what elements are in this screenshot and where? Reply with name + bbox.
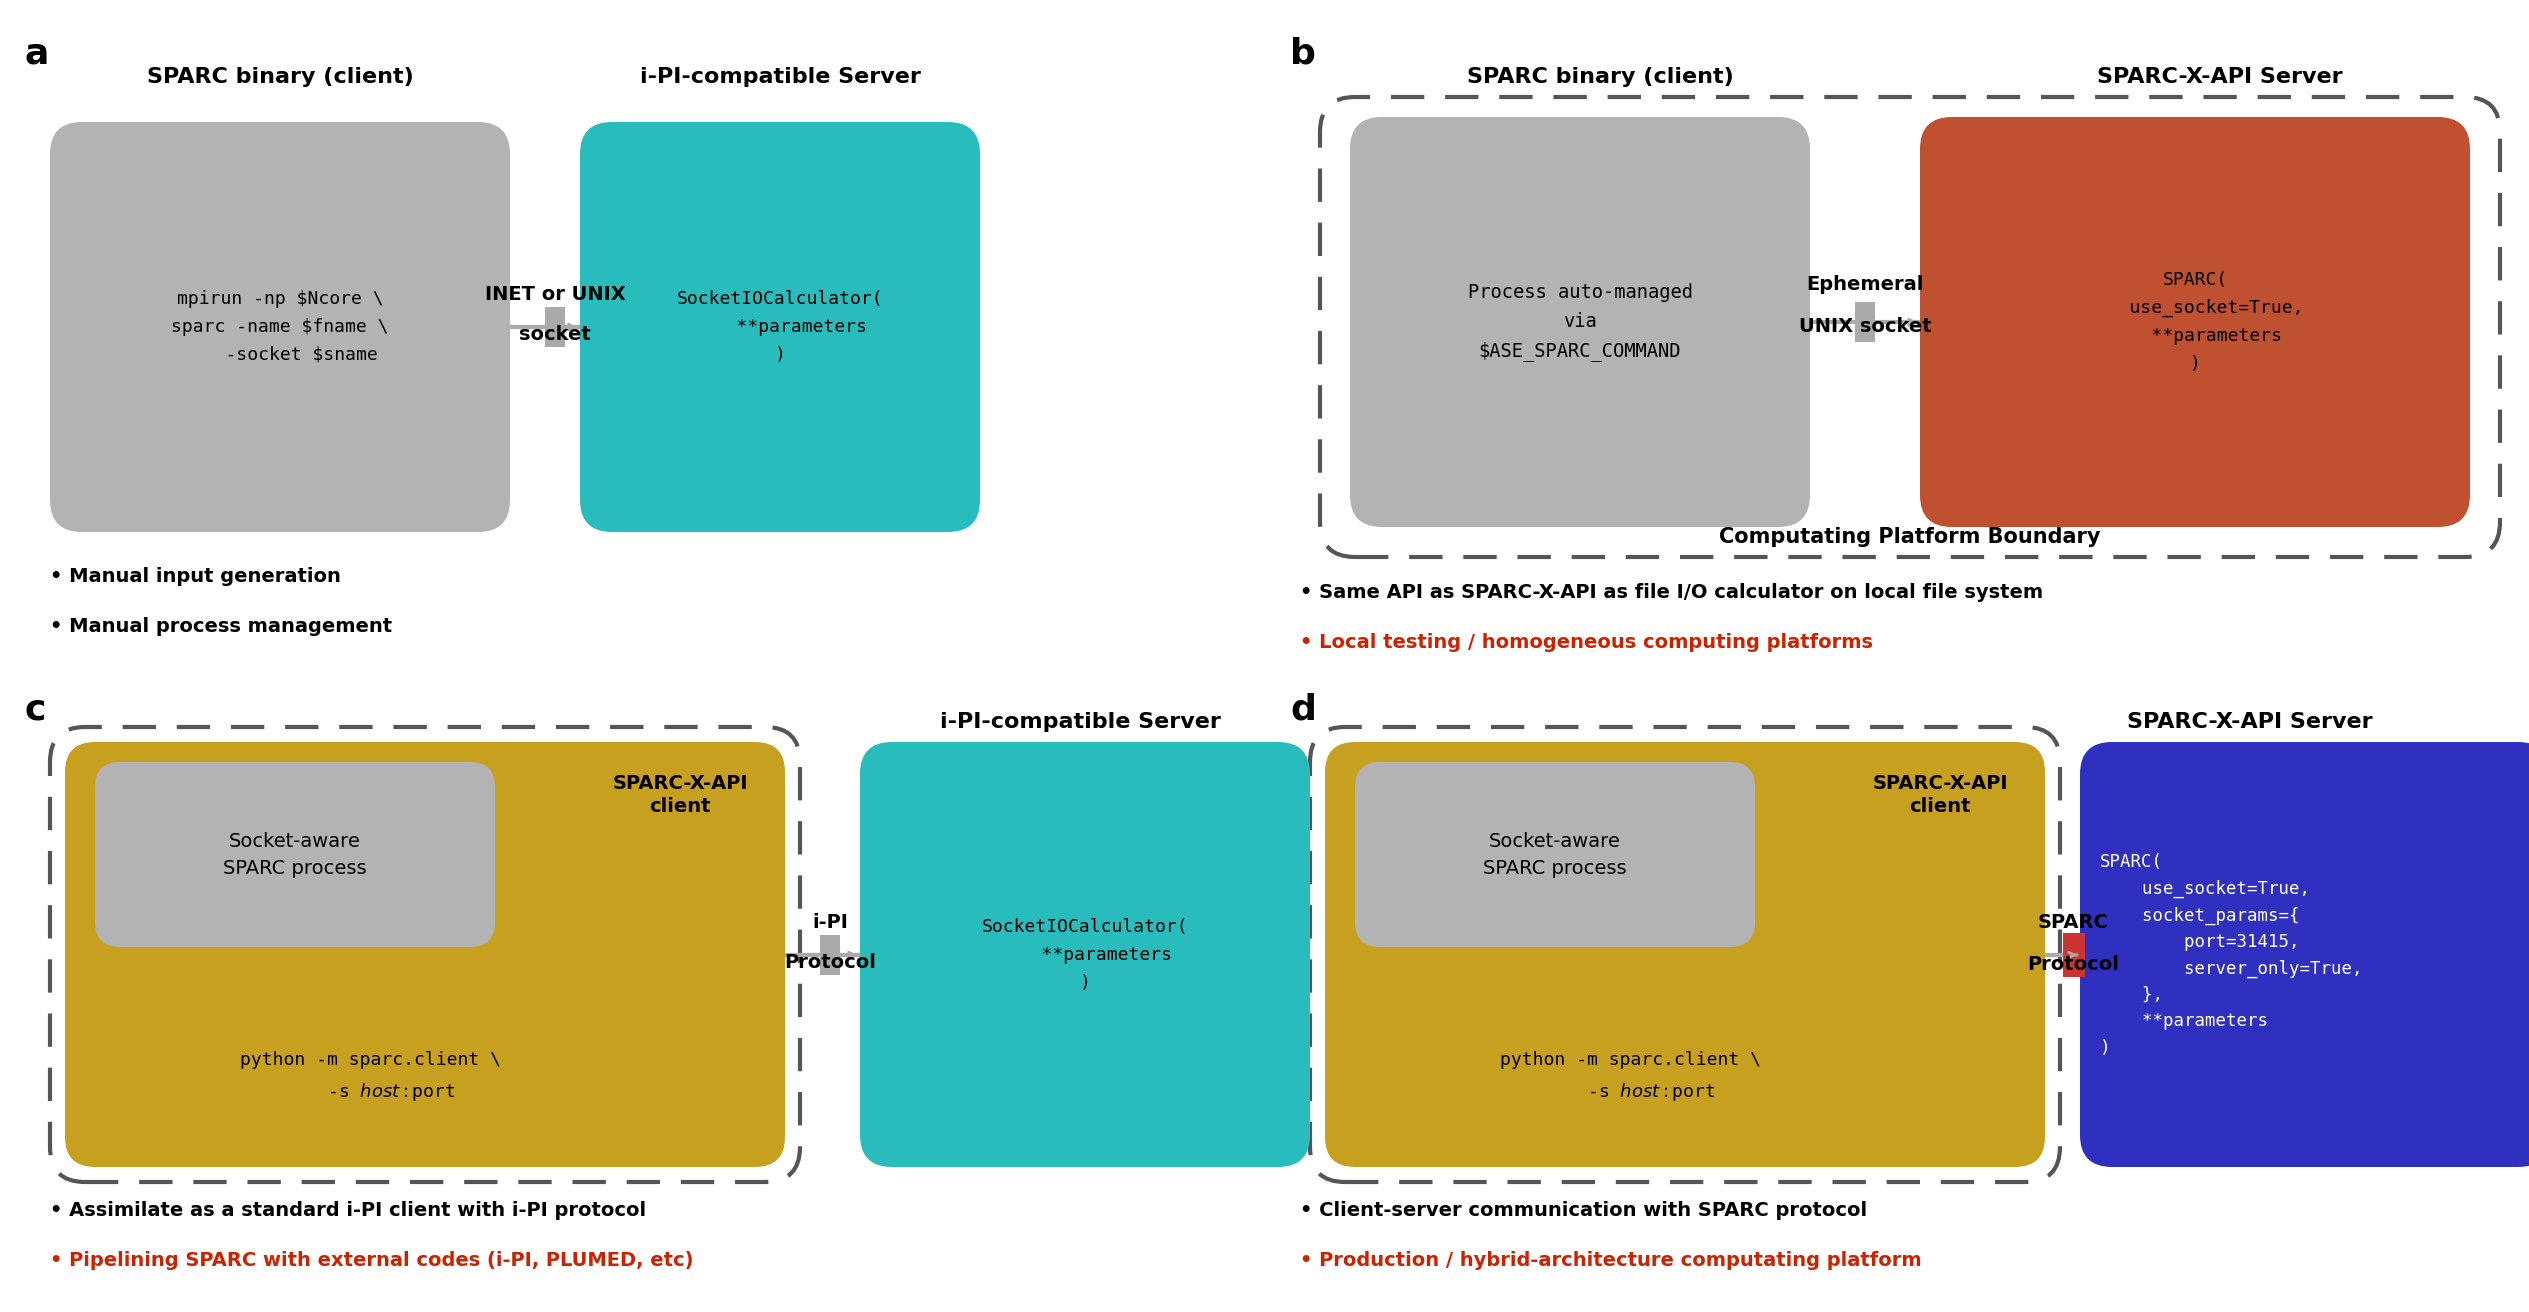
FancyBboxPatch shape xyxy=(1356,762,1755,947)
Text: • Client-server communication with SPARC protocol: • Client-server communication with SPARC… xyxy=(1300,1200,1866,1219)
FancyBboxPatch shape xyxy=(2079,743,2529,1166)
Text: INET or UNIX: INET or UNIX xyxy=(486,285,625,303)
Text: Protocol: Protocol xyxy=(2028,955,2119,975)
Text: Protocol: Protocol xyxy=(784,953,875,971)
Text: SPARC: SPARC xyxy=(2038,913,2109,932)
Bar xyxy=(819,935,840,975)
Text: d: d xyxy=(1290,691,1315,726)
Text: • Pipelining SPARC with external codes (i-PI, PLUMED, etc): • Pipelining SPARC with external codes (… xyxy=(51,1250,693,1270)
Text: SPARC-X-API Server: SPARC-X-API Server xyxy=(2097,67,2342,87)
Text: Ephemeral: Ephemeral xyxy=(1806,274,1925,294)
Text: Socket-aware
SPARC process: Socket-aware SPARC process xyxy=(1482,832,1626,878)
FancyBboxPatch shape xyxy=(96,762,496,947)
Text: • Assimilate as a standard i-PI client with i-PI protocol: • Assimilate as a standard i-PI client w… xyxy=(51,1200,645,1219)
Text: i-PI: i-PI xyxy=(812,913,847,932)
Text: • Production / hybrid-architecture computating platform: • Production / hybrid-architecture compu… xyxy=(1300,1250,1922,1270)
Text: • Manual process management: • Manual process management xyxy=(51,618,392,636)
Bar xyxy=(1854,302,1874,342)
Text: SocketIOCalculator(
    **parameters
): SocketIOCalculator( **parameters ) xyxy=(981,918,1189,992)
Text: a: a xyxy=(25,37,51,71)
Text: b: b xyxy=(1290,37,1315,71)
FancyBboxPatch shape xyxy=(66,743,784,1166)
FancyBboxPatch shape xyxy=(579,122,981,531)
Text: socket: socket xyxy=(518,324,592,344)
Text: • Manual input generation: • Manual input generation xyxy=(51,568,341,586)
FancyBboxPatch shape xyxy=(1325,743,2046,1166)
Text: python -m sparc.client \
    -s $host:$port: python -m sparc.client \ -s $host:$port xyxy=(1500,1051,1760,1102)
Text: SPARC(
    use_socket=True,
    socket_params={
        port=31415,
        serv: SPARC( use_socket=True, socket_params={ … xyxy=(2099,853,2362,1056)
Text: mpirun -np $Ncore \
sparc -name $fname \
    -socket $sname: mpirun -np $Ncore \ sparc -name $fname \… xyxy=(172,290,389,363)
Text: SPARC(
    use_socket=True,
    **parameters
): SPARC( use_socket=True, **parameters ) xyxy=(2086,272,2304,373)
FancyBboxPatch shape xyxy=(1920,117,2471,527)
Text: • Local testing / homogeneous computing platforms: • Local testing / homogeneous computing … xyxy=(1300,632,1874,652)
Text: UNIX socket: UNIX socket xyxy=(1798,318,1932,336)
Text: i-PI-compatible Server: i-PI-compatible Server xyxy=(640,67,921,87)
Text: SPARC binary (client): SPARC binary (client) xyxy=(1467,67,1732,87)
Text: Socket-aware
SPARC process: Socket-aware SPARC process xyxy=(223,832,367,878)
Text: SocketIOCalculator(
    **parameters
): SocketIOCalculator( **parameters ) xyxy=(678,290,883,363)
Text: i-PI-compatible Server: i-PI-compatible Server xyxy=(941,712,1222,732)
FancyBboxPatch shape xyxy=(51,122,511,531)
Text: SPARC-X-API Server: SPARC-X-API Server xyxy=(2127,712,2372,732)
Text: python -m sparc.client \
    -s $host:$port: python -m sparc.client \ -s $host:$port xyxy=(240,1051,501,1102)
Bar xyxy=(546,307,564,346)
FancyBboxPatch shape xyxy=(860,743,1310,1166)
Text: • Same API as SPARC-X-API as file I/O calculator on local file system: • Same API as SPARC-X-API as file I/O ca… xyxy=(1300,583,2043,601)
Text: c: c xyxy=(25,691,46,726)
Text: SPARC-X-API
client: SPARC-X-API client xyxy=(612,774,749,816)
Text: Computating Platform Boundary: Computating Platform Boundary xyxy=(1720,527,2102,547)
Text: SPARC-X-API
client: SPARC-X-API client xyxy=(1871,774,2008,816)
Bar xyxy=(2064,933,2084,977)
FancyBboxPatch shape xyxy=(1350,117,1811,527)
Text: Process auto-managed
via
$ASE_SPARC_COMMAND: Process auto-managed via $ASE_SPARC_COMM… xyxy=(1467,282,1692,362)
Text: SPARC binary (client): SPARC binary (client) xyxy=(147,67,412,87)
